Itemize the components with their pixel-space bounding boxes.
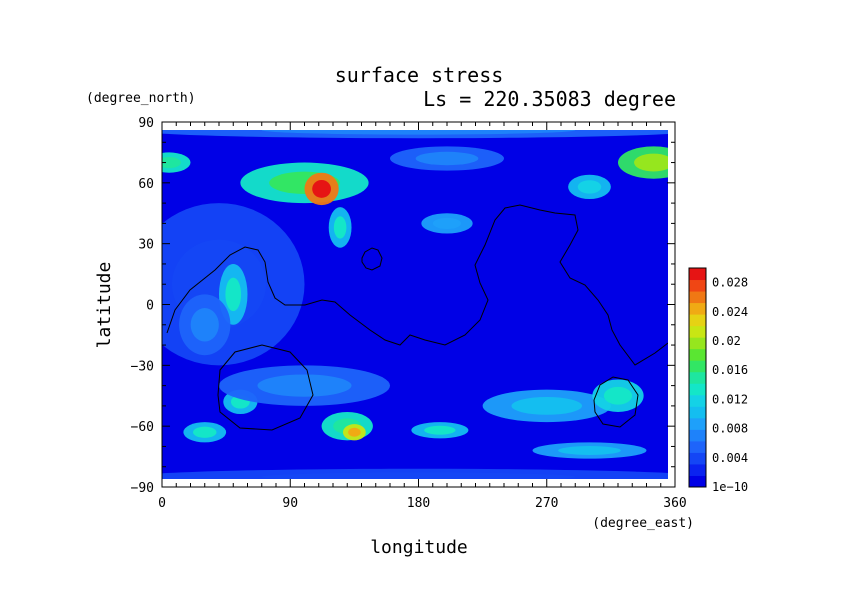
colorbar-segment-14: [689, 314, 706, 327]
x-tick-label-4: 360: [663, 496, 686, 511]
x-unit-label: (degree_east): [592, 516, 694, 531]
x-tick-label-3: 270: [535, 496, 558, 511]
colorbar-frame: [688, 267, 707, 488]
stress-region-core-9: [432, 217, 462, 229]
colorbar-segment-6: [689, 406, 706, 419]
colorbar-label-7: 0.028: [712, 276, 748, 290]
stress-region-core-16: [424, 425, 456, 435]
stress-region-core-11: [190, 308, 219, 342]
colorbar-label-3: 0.012: [712, 392, 748, 406]
chart-subtitle: Ls = 220.35083 degree: [423, 87, 676, 111]
x-tick-label-1: 90: [282, 496, 298, 511]
stress-field: [162, 130, 668, 479]
chart-title: surface stress: [335, 63, 504, 87]
colorbar: 1e−10 0.004 0.008 0.012 0.016 0.02 0.024 0.028: [688, 267, 748, 494]
stress-region-core-22: [261, 130, 576, 135]
y-axis-label: latitude: [94, 262, 115, 349]
stress-region-core-12: [192, 426, 217, 438]
colorbar-segment-16: [689, 291, 706, 304]
colorbar-segment-0: [689, 475, 706, 488]
colorbar-segment-18: [689, 268, 706, 281]
colorbar-segment-9: [689, 371, 706, 384]
colorbar-label-0: 1e−10: [712, 480, 748, 494]
colorbar-label-5: 0.02: [712, 334, 741, 348]
colorbar-label-2: 0.008: [712, 422, 748, 436]
colorbar-segment-5: [689, 417, 706, 430]
stress-region-core-19: [558, 446, 621, 455]
contour-line-argyre: [593, 376, 639, 428]
y-tick-label-3: 0: [146, 299, 154, 314]
axes: 0 90 180 270 360 90 60 30 0 −30 −60 −90: [131, 116, 687, 511]
y-tick-label-2: 30: [138, 238, 154, 253]
contour-line-west: [166, 204, 668, 366]
y-tick-label-1: 60: [138, 177, 154, 192]
stress-region-core-18: [603, 386, 633, 405]
stress-region-core-17: [511, 396, 583, 415]
y-unit-label: (degree_north): [86, 91, 196, 106]
colorbar-segment-15: [689, 302, 706, 315]
colorbar-segment-3: [689, 440, 706, 453]
stress-region-core-6: [634, 153, 668, 172]
contour-line-tharsis: [361, 247, 383, 271]
colorbar-segment-4: [689, 429, 706, 442]
stress-region-core-7: [415, 151, 479, 166]
y-tick-label-0: 90: [138, 116, 154, 131]
coastline-contours: [166, 204, 668, 431]
colorbar-segment-1: [689, 463, 706, 476]
x-axis-label: longitude: [370, 537, 468, 558]
x-tick-label-0: 0: [158, 496, 166, 511]
colorbar-segment-10: [689, 360, 706, 373]
colorbar-segment-8: [689, 383, 706, 396]
colorbar-segment-12: [689, 337, 706, 350]
colorbar-segment-7: [689, 394, 706, 407]
colorbar-segment-13: [689, 325, 706, 338]
colorbar-label-6: 0.024: [712, 305, 748, 319]
stress-region-core-21: [261, 472, 576, 479]
stress-region-core-5: [162, 156, 181, 169]
stress-region-core-4: [333, 216, 347, 239]
colorbar-segment-11: [689, 348, 706, 361]
y-tick-label-6: −90: [131, 481, 154, 496]
colorbar-segment-2: [689, 452, 706, 465]
y-tick-label-4: −30: [131, 359, 154, 374]
contour-line-hellas: [217, 344, 314, 431]
stress-region-core-8: [577, 180, 602, 194]
colorbar-segment-17: [689, 279, 706, 292]
stress-region-core-15: [348, 427, 361, 437]
stress-region-core-20: [257, 374, 352, 397]
colorbar-label-4: 0.016: [712, 363, 748, 377]
y-tick-label-5: −60: [131, 420, 154, 435]
stress-region-core-10: [225, 277, 242, 312]
x-tick-label-2: 180: [407, 496, 430, 511]
stress-region-core-3: [312, 179, 332, 198]
colorbar-label-1: 0.004: [712, 451, 748, 465]
